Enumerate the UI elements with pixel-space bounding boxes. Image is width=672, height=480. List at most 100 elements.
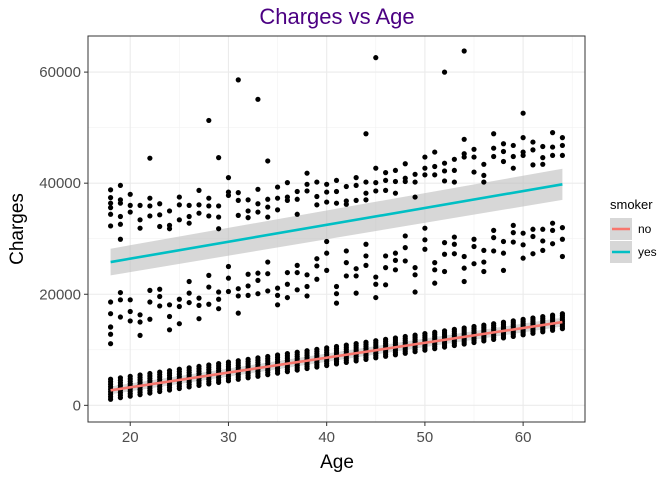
data-point xyxy=(176,296,182,302)
data-point xyxy=(540,226,546,232)
data-point xyxy=(353,273,359,279)
data-point xyxy=(186,299,192,306)
data-point xyxy=(461,325,467,331)
data-point xyxy=(245,208,251,214)
legend-title: smoker xyxy=(610,197,653,212)
data-point xyxy=(225,263,232,270)
data-point xyxy=(432,267,438,273)
data-point xyxy=(166,368,173,374)
data-point xyxy=(324,250,330,256)
data-point xyxy=(402,245,408,251)
data-point xyxy=(157,286,163,292)
data-point xyxy=(343,260,349,266)
data-point xyxy=(255,186,261,192)
x-tick-label: 20 xyxy=(122,429,139,446)
data-point xyxy=(559,225,566,231)
data-point xyxy=(333,300,340,306)
data-point xyxy=(461,154,467,160)
data-point xyxy=(225,275,232,281)
data-point xyxy=(500,158,507,165)
data-point xyxy=(137,372,143,378)
data-point xyxy=(176,217,182,223)
data-point xyxy=(147,213,153,219)
data-point xyxy=(225,288,232,295)
data-point xyxy=(137,319,143,325)
data-point xyxy=(412,332,418,338)
data-point xyxy=(117,236,124,242)
data-point xyxy=(540,313,546,320)
data-point xyxy=(176,366,182,372)
data-point xyxy=(166,226,173,232)
data-point xyxy=(471,323,477,330)
data-point xyxy=(363,190,369,196)
data-point xyxy=(392,335,399,341)
data-point xyxy=(274,195,281,201)
data-point xyxy=(510,222,516,228)
data-point xyxy=(549,130,556,136)
data-point xyxy=(107,311,114,317)
data-point xyxy=(373,294,379,301)
data-point xyxy=(500,250,507,256)
data-point xyxy=(117,182,124,189)
data-point xyxy=(441,328,448,334)
data-point xyxy=(441,240,448,246)
data-point xyxy=(274,184,281,190)
data-point xyxy=(255,355,261,361)
data-point xyxy=(107,299,114,305)
data-point xyxy=(510,142,516,149)
data-point xyxy=(392,167,399,174)
data-point xyxy=(294,211,300,217)
data-point xyxy=(471,146,477,152)
data-point xyxy=(500,238,507,245)
data-point xyxy=(422,331,428,337)
data-point xyxy=(432,329,438,335)
data-point xyxy=(107,187,114,193)
data-point xyxy=(530,139,536,145)
data-point xyxy=(107,324,114,330)
data-point xyxy=(157,201,163,207)
data-point xyxy=(549,152,556,159)
data-point xyxy=(402,333,408,340)
data-points xyxy=(107,48,566,402)
data-point xyxy=(540,155,546,161)
data-point xyxy=(324,238,330,245)
data-point xyxy=(461,136,467,142)
data-point xyxy=(166,327,173,333)
data-point xyxy=(284,180,290,186)
data-point xyxy=(304,348,310,354)
data-point xyxy=(461,265,467,271)
data-point xyxy=(265,288,271,294)
data-point xyxy=(186,278,192,285)
data-point-outlier xyxy=(373,55,379,61)
data-point xyxy=(402,178,408,185)
data-point xyxy=(549,144,556,150)
legend: smoker no yes xyxy=(610,197,657,263)
data-point xyxy=(461,278,467,285)
data-point xyxy=(471,154,477,160)
data-point xyxy=(549,227,556,233)
data-point xyxy=(530,147,536,153)
data-point xyxy=(373,274,379,280)
chart-title: Charges vs Age xyxy=(259,4,414,29)
data-point xyxy=(235,293,241,299)
data-point xyxy=(255,277,261,283)
data-point xyxy=(530,251,536,257)
x-tick-label: 50 xyxy=(417,429,434,446)
data-point xyxy=(117,375,124,381)
data-point xyxy=(107,331,114,337)
data-point xyxy=(481,259,487,265)
data-point xyxy=(274,207,281,213)
data-point xyxy=(216,203,222,209)
data-point xyxy=(274,302,281,308)
data-point xyxy=(422,154,428,160)
data-point xyxy=(117,213,124,220)
data-point xyxy=(176,194,182,200)
data-point xyxy=(196,210,202,216)
data-point xyxy=(451,251,457,257)
data-point xyxy=(196,295,202,301)
data-point xyxy=(343,248,349,254)
data-point xyxy=(304,272,310,278)
data-point xyxy=(491,153,497,160)
data-point xyxy=(225,359,232,365)
